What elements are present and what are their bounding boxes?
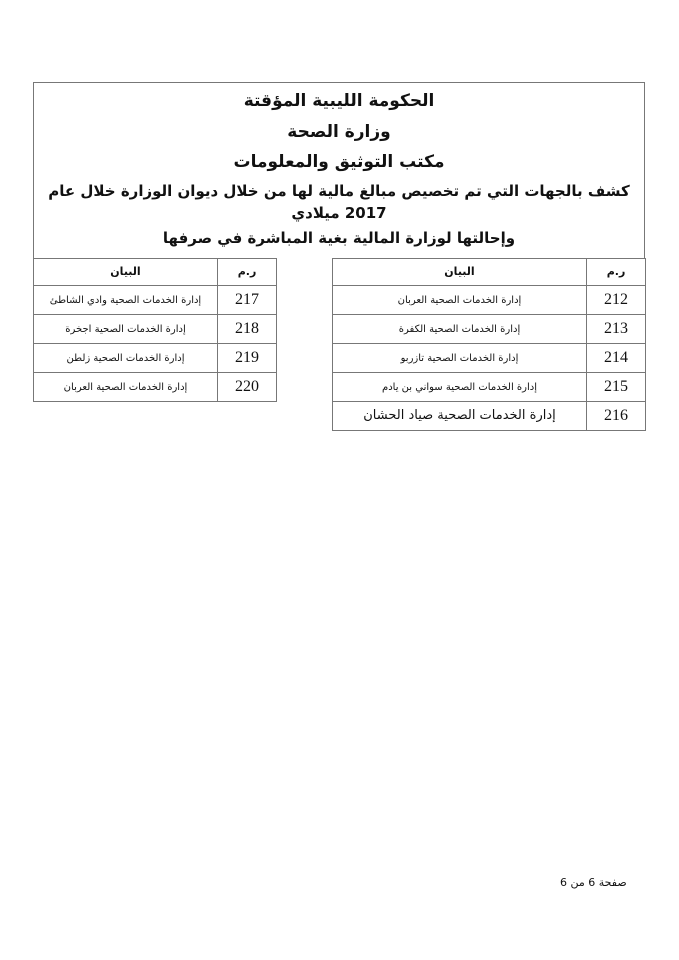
table-row: 212 إدارة الخدمات الصحية العربان: [332, 285, 646, 316]
office-title: مكتب التوثيق والمعلومات: [233, 152, 445, 173]
ministry-title: وزارة الصحة: [287, 121, 391, 142]
table-row: 213 إدارة الخدمات الصحية الكفرة: [332, 314, 646, 345]
row-description: إدارة الخدمات الصحية سواني بن يادم: [332, 372, 587, 403]
table-header-row: ر.م البيان: [332, 258, 646, 287]
row-description: إدارة الخدمات الصحية العربان: [33, 372, 218, 403]
document-subject: كشف بالجهات التي تم تخصيص مبالغ مالية له…: [48, 181, 630, 222]
table-row: 220 إدارة الخدمات الصحية العربان: [33, 372, 277, 403]
row-description: إدارة الخدمات الصحية وادي الشاطئ: [33, 285, 218, 316]
row-description: إدارة الخدمات الصحية العربان: [332, 285, 587, 316]
left-table: ر.م البيان 217 إدارة الخدمات الصحية وادي …: [33, 258, 277, 403]
col-desc: البيان: [33, 258, 218, 287]
table-header-row: ر.م البيان: [33, 258, 277, 287]
row-number: 214: [586, 343, 646, 374]
row-number: 212: [586, 285, 646, 316]
right-table: ر.م البيان 212 إدارة الخدمات الصحية العرب…: [332, 258, 646, 432]
row-description: إدارة الخدمات الصحية صياد الحشان: [332, 401, 587, 432]
government-title: الحكومة الليبية المؤقتة: [243, 91, 435, 111]
row-number: 217: [217, 285, 277, 316]
col-no: ر.م: [586, 258, 646, 287]
col-no: ر.م: [217, 258, 277, 287]
table-row: 216 إدارة الخدمات الصحية صياد الحشان: [332, 401, 646, 432]
table-row: 219 إدارة الخدمات الصحية زلطن: [33, 343, 277, 374]
row-description: إدارة الخدمات الصحية الكفرة: [332, 314, 587, 345]
page-number: صفحة 6 من 6: [560, 876, 627, 889]
document-subject-cont: وإحالتها لوزارة المالية بغية المباشرة في…: [162, 229, 516, 248]
row-description: إدارة الخدمات الصحية اجخرة: [33, 314, 218, 345]
tables-area: ر.م البيان 217 إدارة الخدمات الصحية وادي …: [33, 258, 646, 432]
document-header: الحكومة الليبية المؤقتة وزارة الصحة مكتب…: [33, 82, 645, 259]
row-number: 213: [586, 314, 646, 345]
row-number: 220: [217, 372, 277, 403]
row-number: 218: [217, 314, 277, 345]
col-desc: البيان: [332, 258, 587, 287]
row-number: 219: [217, 343, 277, 374]
table-row: 214 إدارة الخدمات الصحية تازربو: [332, 343, 646, 374]
row-number: 216: [586, 401, 646, 432]
table-row: 218 إدارة الخدمات الصحية اجخرة: [33, 314, 277, 345]
row-description: إدارة الخدمات الصحية زلطن: [33, 343, 218, 374]
table-row: 217 إدارة الخدمات الصحية وادي الشاطئ: [33, 285, 277, 316]
row-description: إدارة الخدمات الصحية تازربو: [332, 343, 587, 374]
row-number: 215: [586, 372, 646, 403]
table-row: 215 إدارة الخدمات الصحية سواني بن يادم: [332, 372, 646, 403]
